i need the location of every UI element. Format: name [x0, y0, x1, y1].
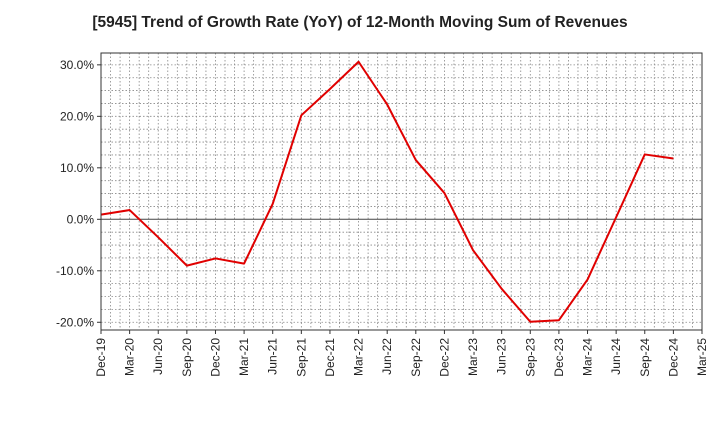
series-layer [100, 60, 674, 323]
x-tick-label: Mar-20 [123, 338, 137, 376]
x-tick-label: Dec-24 [666, 338, 680, 377]
x-tick-label: Sep-22 [409, 338, 423, 377]
y-tick-label: 30.0% [60, 58, 94, 72]
x-tick-label: Sep-21 [294, 338, 308, 377]
x-tick-label: Dec-23 [552, 338, 566, 377]
x-tick-label: Mar-23 [466, 338, 480, 376]
x-tick-label: Mar-25 [695, 338, 709, 376]
x-tick-label: Sep-20 [180, 338, 194, 377]
x-tick-label: Jun-21 [266, 338, 280, 375]
x-tick-label: Dec-19 [94, 338, 108, 377]
y-axis-ticks: -20.0% -10.0% 0.0% 10.0% 20.0% 30.0% [56, 58, 101, 329]
y-tick-label: 20.0% [60, 109, 94, 123]
plot-frame [100, 52, 703, 331]
grid-lines [101, 53, 702, 330]
y-tick-label: 10.0% [60, 161, 94, 175]
y-tick-label: -10.0% [56, 264, 94, 278]
x-tick-label: Jun-23 [495, 338, 509, 375]
x-tick-label: Jun-22 [380, 338, 394, 375]
x-tick-label: Dec-22 [437, 338, 451, 377]
x-tick-label: Mar-21 [237, 338, 251, 376]
x-tick-label: Jun-24 [609, 338, 623, 375]
x-tick-label: Dec-21 [323, 338, 337, 377]
x-axis-ticks: Dec-19 Mar-20 Jun-20 Sep-20 Dec-20 Mar-21 Jun-… [94, 330, 709, 377]
x-tick-label: Mar-24 [581, 338, 595, 376]
y-tick-label: 0.0% [67, 212, 95, 226]
x-tick-label: Sep-23 [523, 338, 537, 377]
x-tick-label: Sep-24 [638, 338, 652, 377]
chart-title: [5945] Trend of Growth Rate (YoY) of 12-… [92, 14, 628, 31]
x-tick-label: Mar-22 [352, 338, 366, 376]
x-tick-label: Dec-20 [208, 338, 222, 377]
y-tick-label: -20.0% [56, 315, 94, 329]
series-line [100, 60, 674, 323]
x-tick-label: Jun-20 [151, 338, 165, 375]
